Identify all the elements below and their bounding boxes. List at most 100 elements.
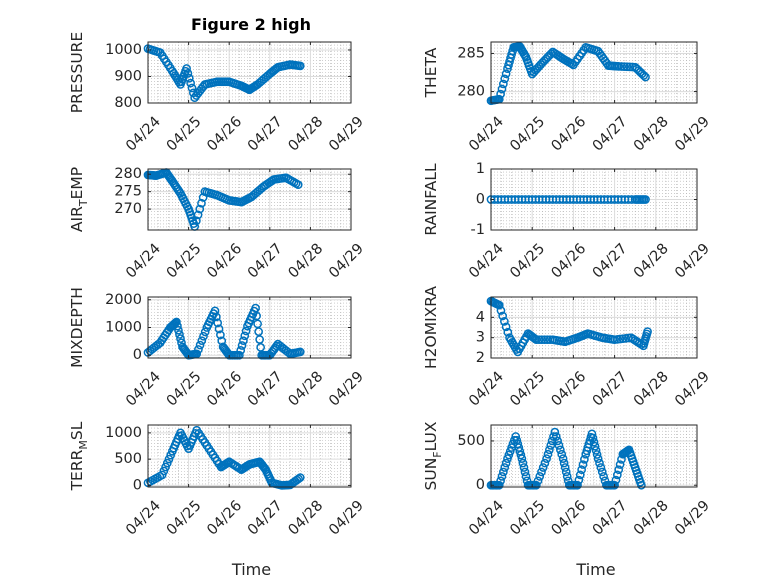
data-point (239, 336, 248, 346)
data-point (500, 74, 510, 84)
data-point (518, 458, 528, 468)
data-point (500, 463, 510, 472)
data-point (587, 429, 597, 439)
data-point (496, 89, 505, 99)
data-point (559, 458, 569, 468)
data-point (162, 458, 172, 468)
data-point (614, 62, 624, 71)
data-point (520, 467, 530, 477)
data-point (538, 463, 548, 472)
y-tick-label: 3 (476, 330, 485, 346)
data-point (553, 436, 562, 446)
data-point (497, 472, 507, 481)
axes-box (490, 41, 698, 104)
data-point (531, 480, 541, 490)
data-point (197, 336, 207, 346)
y-label-main: AIR (68, 206, 86, 232)
data-point (542, 454, 551, 464)
data-point (217, 336, 227, 346)
data-point (214, 324, 224, 334)
data-point (592, 450, 602, 459)
data-point (295, 473, 305, 482)
y-tick-label: 1 (476, 161, 485, 177)
y-tick-label: 0 (133, 477, 142, 493)
data-point (161, 462, 170, 472)
y-tick-label: 800 (114, 95, 142, 111)
axes-box (490, 424, 698, 488)
data-point (183, 69, 193, 78)
data-point (545, 445, 554, 455)
data-point (253, 319, 262, 329)
data-point (637, 480, 646, 490)
data-point (534, 335, 544, 345)
data-point (537, 467, 546, 477)
y-tick-label: 1000 (105, 42, 142, 58)
data-point (494, 480, 504, 490)
data-point (596, 463, 606, 472)
y-axis-label: AIRTEMP (68, 167, 90, 232)
y-axis-label: THETA (422, 47, 440, 98)
data-point (574, 475, 584, 485)
y-axis-label: TERRMSL (68, 421, 90, 491)
data-point (173, 321, 182, 331)
data-point (622, 62, 632, 72)
data-point (641, 195, 650, 204)
data-point (255, 335, 264, 344)
data-point (216, 330, 225, 340)
axes-box (147, 168, 352, 231)
data-point (251, 303, 260, 313)
data-point (533, 476, 543, 486)
data-point (240, 331, 250, 341)
data-point (615, 460, 625, 469)
y-label-subscript: T (77, 199, 90, 207)
data-point (497, 84, 507, 94)
data-point (575, 470, 585, 480)
data-point (175, 330, 184, 339)
y-tick-label: 1000 (105, 425, 142, 441)
data-point (499, 79, 508, 89)
data-point (556, 445, 565, 455)
data-point (197, 198, 206, 208)
data-point (241, 326, 251, 336)
data-point (612, 470, 622, 480)
data-point (540, 458, 550, 468)
data-point (199, 331, 208, 341)
data-point (540, 335, 549, 345)
data-point (200, 327, 210, 337)
data-point (589, 437, 599, 447)
data-point (235, 350, 244, 360)
data-point (252, 311, 261, 321)
data-point (172, 317, 181, 327)
data-point (595, 458, 604, 468)
y-tick-label: 0 (476, 192, 485, 208)
data-point (551, 432, 561, 441)
y-tick-label: 285 (457, 45, 485, 61)
data-point (166, 450, 176, 460)
data-point (639, 71, 649, 80)
data-point (501, 458, 511, 468)
data-point (611, 475, 621, 485)
data-point (643, 327, 652, 336)
data-point (543, 449, 553, 459)
data-point (519, 463, 529, 472)
y-tick-label: 280 (114, 166, 142, 182)
data-point (295, 347, 305, 357)
data-point (562, 472, 572, 481)
data-point (187, 83, 197, 93)
y-tick-label: 275 (114, 184, 142, 200)
data-point (500, 317, 509, 326)
data-point (610, 480, 619, 490)
data-point (599, 472, 608, 481)
data-point (593, 454, 603, 464)
data-point (531, 335, 541, 345)
y-tick-label: 280 (457, 84, 485, 100)
y-tick-label: 2 (476, 350, 485, 366)
y-axis-label: H2OMIXRA (422, 286, 440, 369)
y-tick-label: 0 (133, 347, 142, 363)
data-point (193, 210, 203, 220)
data-point (157, 470, 167, 480)
data-point (174, 325, 183, 335)
data-point (192, 216, 201, 226)
data-point (237, 341, 247, 350)
